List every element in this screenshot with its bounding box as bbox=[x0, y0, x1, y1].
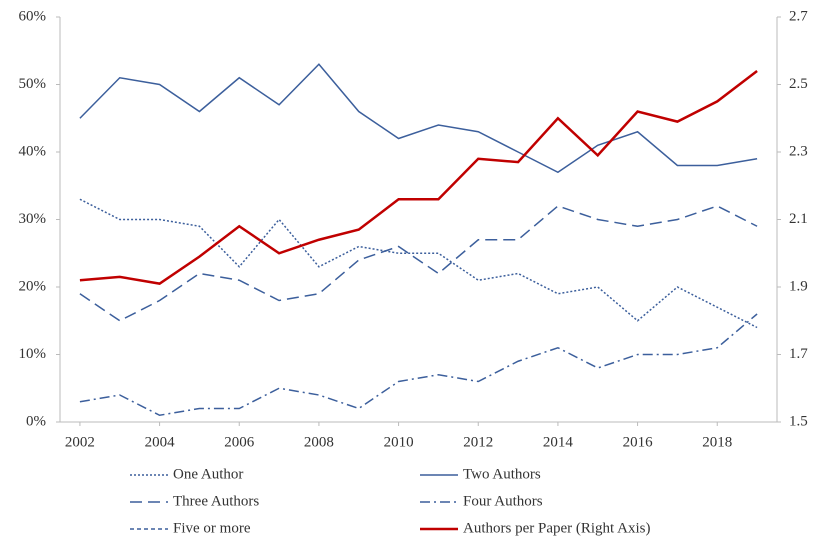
x-tick-label: 2002 bbox=[65, 434, 95, 450]
y-tick-label: 50% bbox=[19, 76, 47, 92]
y-tick-label: 30% bbox=[19, 211, 47, 227]
y-tick-label: 20% bbox=[19, 278, 47, 294]
x-tick-label: 2012 bbox=[463, 434, 493, 450]
y-tick-label: 40% bbox=[19, 143, 47, 159]
legend-label: Three Authors bbox=[173, 493, 259, 509]
legend-label: One Author bbox=[173, 466, 243, 482]
y2-tick-label: 2.3 bbox=[789, 143, 808, 159]
y-tick-label: 60% bbox=[19, 8, 47, 24]
legend-label: Five or more bbox=[173, 520, 251, 536]
y2-tick-label: 2.5 bbox=[789, 76, 808, 92]
legend-label: Two Authors bbox=[463, 466, 541, 482]
series-line bbox=[79, 63, 758, 174]
x-tick-label: 2018 bbox=[702, 434, 732, 450]
series-line bbox=[79, 70, 758, 285]
y2-tick-label: 1.7 bbox=[789, 346, 808, 362]
x-tick-label: 2006 bbox=[224, 434, 255, 450]
y2-tick-label: 1.9 bbox=[789, 278, 808, 294]
legend-label: Authors per Paper (Right Axis) bbox=[463, 520, 650, 536]
series-line bbox=[79, 198, 758, 329]
series-line bbox=[79, 313, 758, 417]
legend-label: Four Authors bbox=[463, 493, 543, 509]
series-line bbox=[79, 205, 758, 322]
y2-tick-label: 2.7 bbox=[789, 8, 808, 24]
x-tick-label: 2014 bbox=[543, 434, 574, 450]
x-tick-label: 2016 bbox=[623, 434, 654, 450]
x-tick-label: 2010 bbox=[384, 434, 414, 450]
y-tick-label: 10% bbox=[19, 346, 47, 362]
y2-tick-label: 1.5 bbox=[789, 413, 808, 429]
y2-tick-label: 2.1 bbox=[789, 211, 808, 227]
x-tick-label: 2004 bbox=[145, 434, 176, 450]
x-tick-label: 2008 bbox=[304, 434, 334, 450]
y-tick-label: 0% bbox=[26, 413, 46, 429]
